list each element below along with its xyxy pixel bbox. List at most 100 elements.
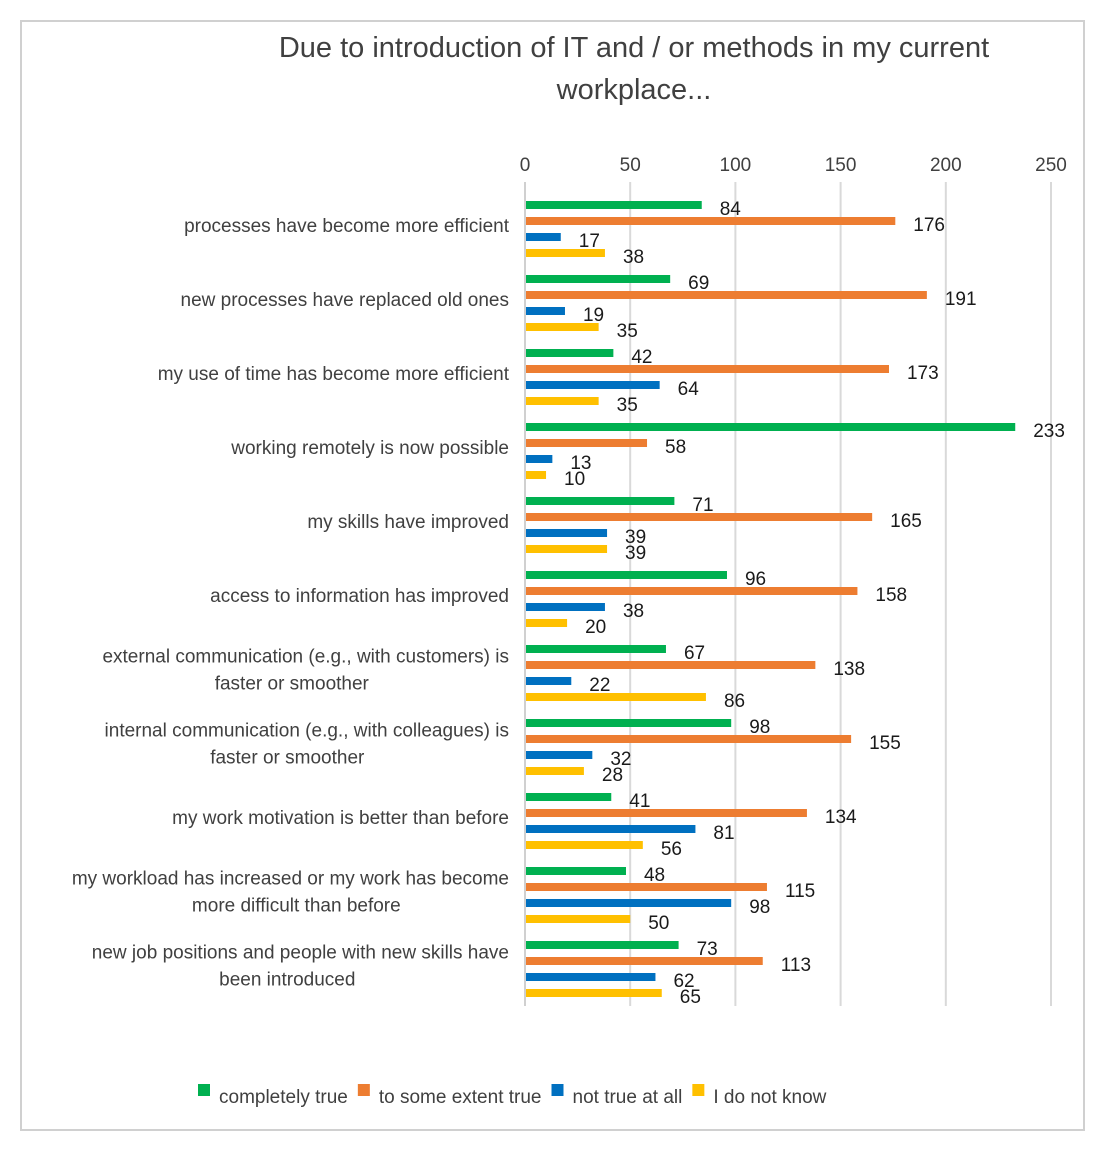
bar — [526, 529, 608, 537]
data-label: 17 — [579, 231, 600, 252]
category-label: new processes have replaced old ones — [181, 290, 509, 311]
legend-swatch — [692, 1084, 705, 1096]
chart-title-line-2: workplace... — [556, 74, 712, 106]
x-tick-label: 150 — [825, 155, 857, 176]
data-label: 158 — [875, 585, 907, 606]
data-label: 39 — [625, 543, 646, 564]
data-label: 81 — [713, 823, 734, 844]
bar — [526, 645, 666, 653]
data-label: 35 — [617, 395, 638, 416]
bar — [526, 719, 732, 727]
bar — [526, 751, 593, 759]
x-tick-label: 100 — [720, 155, 752, 176]
bar — [526, 957, 763, 965]
bar — [526, 941, 679, 949]
bar — [526, 587, 858, 595]
data-label: 13 — [570, 453, 591, 474]
data-label: 62 — [673, 971, 694, 992]
bar — [526, 571, 727, 579]
data-label: 10 — [564, 469, 585, 490]
bars — [526, 201, 1016, 997]
category-label: my skills have improved — [307, 512, 509, 533]
data-label: 38 — [623, 247, 644, 268]
bar — [526, 233, 561, 241]
data-label: 165 — [890, 511, 922, 532]
data-label: 42 — [631, 347, 652, 368]
data-label: 71 — [692, 495, 713, 516]
bar — [526, 513, 873, 521]
category-label: external communication (e.g., with custo… — [102, 647, 509, 668]
bar — [526, 677, 572, 685]
bar — [526, 915, 631, 923]
data-label: 32 — [610, 749, 631, 770]
data-label: 176 — [913, 215, 945, 236]
legend-label: not true at all — [573, 1087, 683, 1108]
bar — [526, 793, 612, 801]
data-label: 113 — [781, 955, 811, 976]
data-label: 98 — [749, 717, 770, 738]
category-label: processes have become more efficient — [184, 216, 510, 237]
data-label: 84 — [720, 199, 742, 220]
bar — [526, 397, 599, 405]
legend-label: to some extent true — [379, 1087, 542, 1108]
bar — [526, 661, 816, 669]
category-label: faster or smoother — [210, 748, 365, 769]
data-label: 173 — [907, 363, 939, 384]
category-label: been introduced — [219, 970, 355, 991]
bar — [526, 603, 605, 611]
legend-label: completely true — [219, 1087, 348, 1108]
category-label: my use of time has become more efficient — [158, 364, 510, 385]
legend-swatch — [198, 1084, 210, 1096]
bar — [526, 767, 584, 775]
data-label: 56 — [661, 839, 682, 860]
bar — [526, 275, 671, 283]
data-label: 39 — [625, 527, 646, 548]
bar — [526, 201, 702, 209]
data-label: 28 — [602, 765, 623, 786]
gridlines — [524, 182, 1052, 1006]
data-label: 48 — [644, 865, 665, 886]
bar — [526, 291, 927, 299]
bar — [526, 249, 605, 257]
bar — [526, 471, 547, 479]
bar — [526, 365, 889, 373]
legend-swatch — [357, 1084, 370, 1096]
bar — [526, 735, 852, 743]
data-label: 115 — [785, 881, 815, 902]
x-tick-label: 0 — [520, 155, 531, 176]
data-label: 22 — [589, 675, 610, 696]
bar — [526, 841, 643, 849]
bar — [526, 883, 767, 891]
category-label: more difficult than before — [192, 896, 401, 917]
bar — [526, 381, 660, 389]
category-label: my workload has increased or my work has… — [72, 869, 509, 890]
x-tick-label: 50 — [620, 155, 641, 176]
category-label: access to information has improved — [210, 586, 509, 607]
chart-title-line-1: Due to introduction of IT and / or metho… — [279, 32, 989, 64]
x-tick-label: 250 — [1035, 155, 1067, 176]
data-label: 35 — [617, 321, 638, 342]
category-label: my work motivation is better than before — [172, 808, 509, 829]
bar — [526, 349, 614, 357]
bar — [526, 217, 896, 225]
bar — [526, 423, 1016, 431]
bar — [526, 899, 732, 907]
data-label: 69 — [688, 273, 709, 294]
bar — [526, 619, 568, 627]
data-label: 155 — [869, 733, 901, 754]
data-label: 86 — [724, 691, 745, 712]
bar — [526, 693, 706, 701]
data-label: 65 — [680, 987, 701, 1008]
category-label: working remotely is now possible — [230, 438, 509, 459]
data-label: 138 — [833, 659, 865, 680]
bar — [526, 323, 599, 331]
x-tick-label: 200 — [930, 155, 962, 176]
legend-label: I do not know — [713, 1087, 826, 1108]
data-label: 58 — [665, 437, 686, 458]
chart-title: Due to introduction of IT and / or metho… — [279, 32, 989, 106]
bar — [526, 809, 807, 817]
bar — [526, 307, 565, 315]
bar — [526, 973, 656, 981]
bar — [526, 545, 608, 553]
